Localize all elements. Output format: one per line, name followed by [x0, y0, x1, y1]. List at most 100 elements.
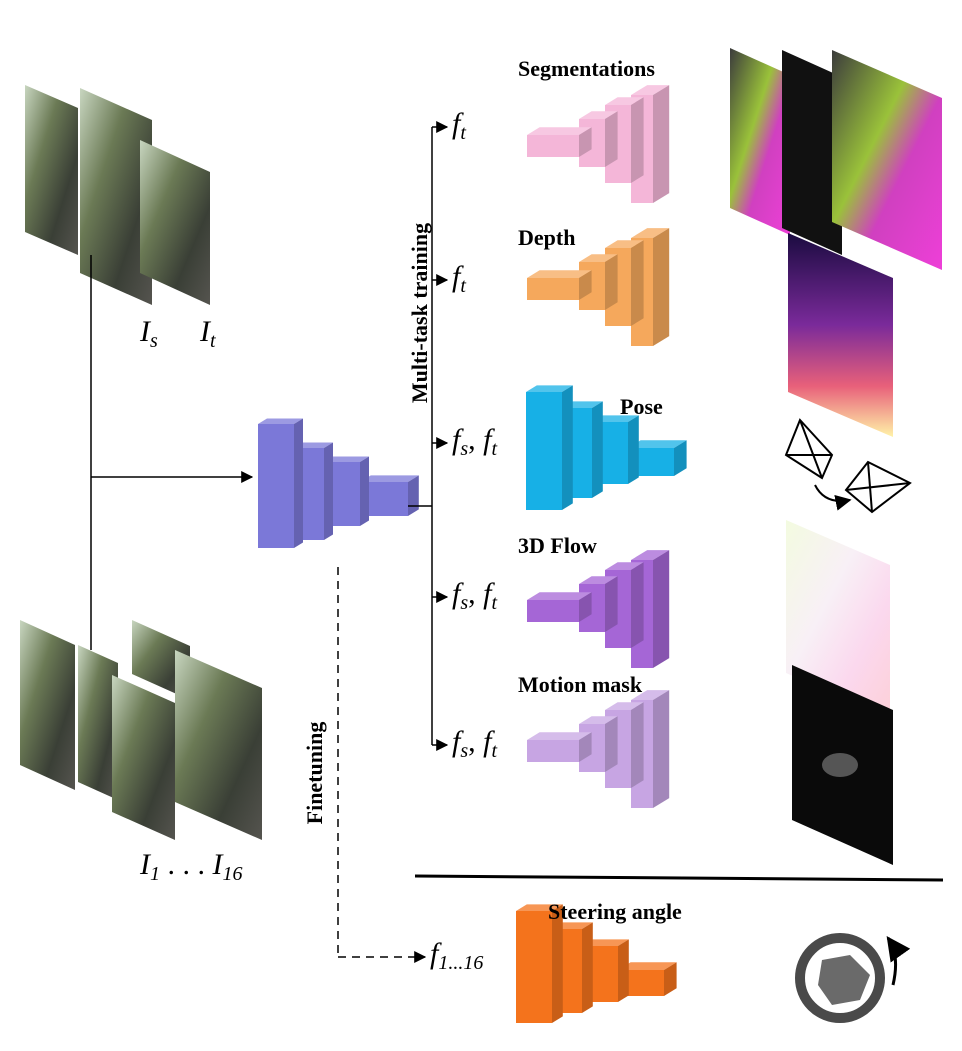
finetuning-arrow	[337, 567, 427, 963]
layer-face	[674, 440, 687, 476]
layer-face	[579, 732, 592, 762]
pose-label: Pose	[620, 394, 663, 419]
layer-face	[324, 456, 369, 462]
layer-face	[582, 922, 593, 1013]
encoder-network	[258, 418, 419, 548]
layer-face	[618, 939, 629, 1002]
separator-line	[414, 874, 944, 882]
fsft-pose-math: fs, ft	[452, 423, 498, 460]
layer-face	[360, 475, 419, 482]
layer-face	[631, 550, 670, 560]
fsft-flow-math: fs, ft	[452, 577, 498, 614]
input-connectors	[90, 255, 254, 650]
layer-face	[258, 424, 294, 548]
layer-face	[360, 456, 369, 526]
layer-face	[605, 576, 618, 632]
motion-mask-output	[792, 665, 893, 865]
segmentation-head	[527, 85, 670, 203]
layer-face	[582, 939, 629, 946]
layer-face	[628, 448, 674, 476]
segmentation-output	[730, 48, 942, 270]
layer-face	[664, 962, 677, 996]
steering-wheel-icon	[795, 933, 911, 1023]
layer-face	[527, 592, 592, 600]
layer-face	[527, 278, 579, 300]
layer-face	[516, 911, 552, 1023]
layer-face	[579, 127, 592, 157]
layer-face	[360, 482, 408, 516]
layer-face	[527, 135, 579, 157]
layer-face	[527, 270, 592, 278]
layer-face	[579, 254, 618, 262]
flow-head	[527, 550, 670, 668]
ft-seg-math: ft	[452, 107, 466, 144]
layer-face	[516, 904, 563, 911]
input-frame-stack-bottom	[20, 620, 262, 840]
fsft-mask-math: fs, ft	[452, 725, 498, 762]
multi-task-training-label: Multi-task training	[407, 222, 432, 404]
pose-head	[526, 385, 687, 510]
layer-face	[552, 904, 563, 1023]
depth-label: Depth	[518, 225, 576, 250]
layer-face	[653, 85, 670, 203]
segmentations-label: Segmentations	[518, 56, 655, 81]
layer-face	[631, 690, 670, 700]
layer-face	[324, 442, 333, 540]
depth-output	[788, 233, 893, 437]
layer-face	[579, 716, 618, 724]
layer-face	[527, 127, 592, 135]
input-frame-pair-top	[25, 85, 210, 305]
layer-face	[605, 716, 618, 772]
layer-face	[579, 111, 618, 119]
ft-depth-math: ft	[452, 260, 466, 297]
layer-face	[408, 475, 419, 516]
layer-face	[631, 562, 644, 648]
layer-face	[579, 270, 592, 300]
layer-face	[653, 690, 670, 808]
i1-i16-math: I1 . . . I16	[140, 848, 243, 885]
layer-face	[294, 442, 333, 448]
finetuning-label: Finetuning	[302, 721, 327, 825]
layer-face	[605, 254, 618, 310]
layer-face	[628, 415, 639, 484]
layer-face	[653, 550, 670, 668]
is-math: Is	[140, 315, 158, 352]
layer-face	[258, 418, 303, 424]
branch-lines	[408, 121, 449, 751]
pose-output	[784, 418, 912, 514]
motion-mask-label: Motion mask	[518, 672, 643, 697]
motion-mask-head	[527, 690, 670, 808]
layer-face	[527, 740, 579, 762]
layer-face	[618, 970, 664, 996]
f116-math: f1...16	[430, 937, 484, 974]
steering-head	[516, 904, 677, 1023]
layer-face	[631, 97, 644, 183]
layer-face	[618, 962, 677, 970]
layer-face	[592, 401, 603, 498]
it-math: It	[200, 315, 216, 352]
layer-face	[628, 440, 687, 448]
layer-face	[653, 228, 670, 346]
flow-output	[786, 520, 890, 718]
layer-face	[526, 392, 562, 510]
layer-face	[631, 228, 670, 238]
layer-face	[527, 732, 592, 740]
layer-face	[631, 702, 644, 788]
input-frame-is	[25, 85, 78, 255]
layer-face	[605, 240, 644, 248]
layer-face	[526, 385, 573, 392]
layer-face	[605, 97, 644, 105]
input-frame-is-front	[80, 88, 152, 305]
flow3d-label: 3D Flow	[518, 533, 597, 558]
layer-face	[592, 415, 639, 422]
layer-face	[605, 111, 618, 167]
layer-face	[605, 562, 644, 570]
layer-face	[527, 600, 579, 622]
layer-face	[562, 385, 573, 510]
steering-angle-label: Steering angle	[548, 899, 682, 924]
layer-face	[605, 702, 644, 710]
layer-face	[631, 85, 670, 95]
layer-face	[294, 418, 303, 548]
layer-face	[579, 592, 592, 622]
